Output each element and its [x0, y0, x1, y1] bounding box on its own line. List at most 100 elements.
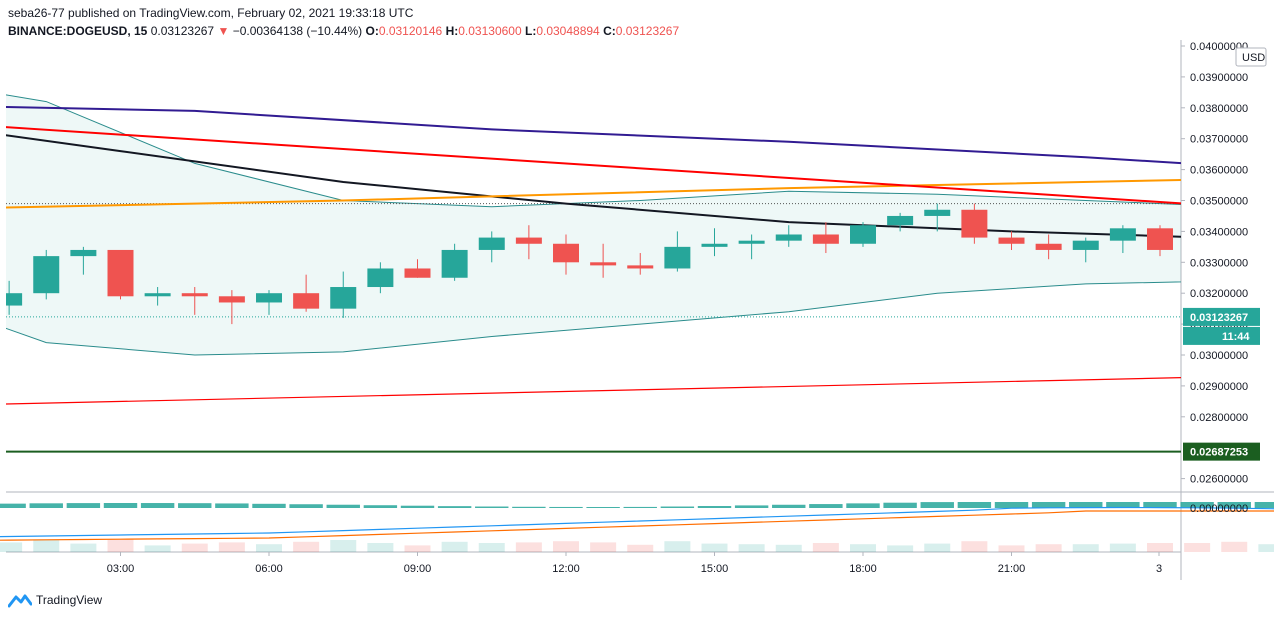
histogram-bar	[660, 506, 695, 508]
volume-bar	[1035, 544, 1062, 552]
bollinger-upper	[6, 94, 1181, 208]
y-tick-label: 0.03600000	[1190, 165, 1248, 177]
candle-body	[144, 293, 171, 297]
volume-bar	[627, 544, 654, 552]
chart-header: seba26-77 published on TradingView.com, …	[8, 4, 679, 40]
volume-bar	[1147, 543, 1173, 552]
signal-line	[0, 510, 1274, 541]
volume-bar	[478, 543, 505, 552]
ohlc-line: BINANCE:DOGEUSD, 15 0.03123267 ▼ −0.0036…	[8, 22, 679, 40]
downtrend-line	[6, 126, 1181, 205]
candle	[33, 249, 60, 300]
x-tick-label: 21:00	[998, 563, 1026, 575]
volume-bar	[144, 545, 171, 552]
x-tick-label: 15:00	[701, 563, 729, 575]
volume-bar	[961, 541, 988, 552]
price-tag-box	[1183, 307, 1260, 326]
volume-bar	[404, 545, 431, 552]
candle-body	[33, 256, 60, 294]
down-arrow-icon: ▼	[217, 24, 230, 38]
candle-body	[590, 262, 617, 266]
histogram-bar	[178, 503, 212, 508]
candle	[738, 234, 765, 260]
currency-label: USD	[1242, 52, 1265, 64]
y-tick-label: 0.03000000	[1190, 350, 1248, 362]
candle-body	[1072, 240, 1099, 250]
candle-body	[627, 265, 654, 269]
indicator-pane	[0, 502, 1274, 552]
candle-body	[775, 234, 802, 241]
candle	[627, 253, 654, 275]
candle	[812, 222, 839, 254]
candle	[850, 222, 876, 247]
candle	[144, 287, 171, 306]
volume-bar	[1184, 543, 1211, 552]
histogram-bar	[252, 503, 286, 508]
bollinger-fill	[6, 94, 1181, 355]
volume-bar	[181, 543, 208, 552]
candle	[590, 243, 617, 278]
y-tick-label: 0.03800000	[1190, 103, 1248, 115]
candle-body	[256, 293, 282, 303]
x-tick-label: 3	[1156, 563, 1162, 575]
candle	[478, 231, 505, 263]
candle-body	[1258, 262, 1274, 268]
histogram-bar	[1031, 502, 1066, 508]
histogram-bar	[957, 502, 992, 508]
histogram-bar	[512, 506, 546, 508]
volume-bar	[553, 541, 579, 552]
y-tick-label: 0.03900000	[1190, 72, 1248, 84]
candle-body	[1147, 228, 1173, 250]
candle	[961, 203, 988, 244]
candle	[404, 259, 431, 278]
volume-bar	[107, 539, 134, 552]
candle-body	[924, 209, 951, 216]
histogram-bar	[437, 506, 472, 508]
candle	[218, 290, 245, 325]
histogram-bar	[697, 506, 732, 508]
candle-body	[441, 249, 468, 278]
histogram-bar	[140, 503, 175, 508]
candle-body	[701, 243, 728, 247]
histogram-bar	[883, 502, 917, 508]
macd-line	[0, 506, 1274, 538]
histogram-bar	[586, 506, 620, 508]
candle-body	[218, 296, 245, 303]
volume-bar	[367, 543, 394, 552]
volume-bar	[998, 545, 1025, 552]
moving-average-line	[6, 179, 1181, 209]
y-tick-label: 0.03700000	[1190, 134, 1248, 146]
x-tick-label: 03:00	[107, 563, 135, 575]
y-tick-label: 0.03200000	[1190, 288, 1248, 300]
bollinger-lower	[6, 281, 1181, 356]
high-value: 0.03130600	[458, 24, 522, 38]
volume-bar	[812, 543, 839, 552]
candle	[924, 203, 951, 232]
volume-bar	[738, 544, 765, 552]
plot-area	[6, 94, 1274, 453]
volume-bar	[775, 544, 802, 552]
volume-bar	[515, 542, 542, 552]
candle	[181, 287, 208, 315]
candle-body	[812, 234, 839, 244]
volume-bar	[33, 539, 60, 552]
histogram-bar	[475, 506, 509, 508]
tradingview-brand[interactable]: TradingView	[8, 592, 102, 608]
volume-bar	[1221, 541, 1248, 552]
histogram-bar	[29, 503, 63, 508]
volume-bar	[256, 544, 282, 552]
last-price: 0.03123267	[150, 24, 215, 38]
candle-body	[478, 237, 505, 250]
close-label: C:	[603, 24, 616, 38]
candle	[887, 212, 914, 232]
volume-bar	[293, 541, 320, 552]
time-axis: 03:00 06:00 09:00 12:00 15:00 18:00 21:00 3	[107, 552, 1162, 575]
histogram-bar	[1106, 502, 1140, 508]
histogram-bar	[623, 506, 657, 508]
indicator-tick-label: 0.00000000	[1190, 503, 1248, 515]
volume-bar	[590, 542, 617, 552]
histogram-bar	[66, 503, 101, 508]
volume-bar	[1258, 544, 1274, 552]
volume-bar	[887, 545, 914, 552]
